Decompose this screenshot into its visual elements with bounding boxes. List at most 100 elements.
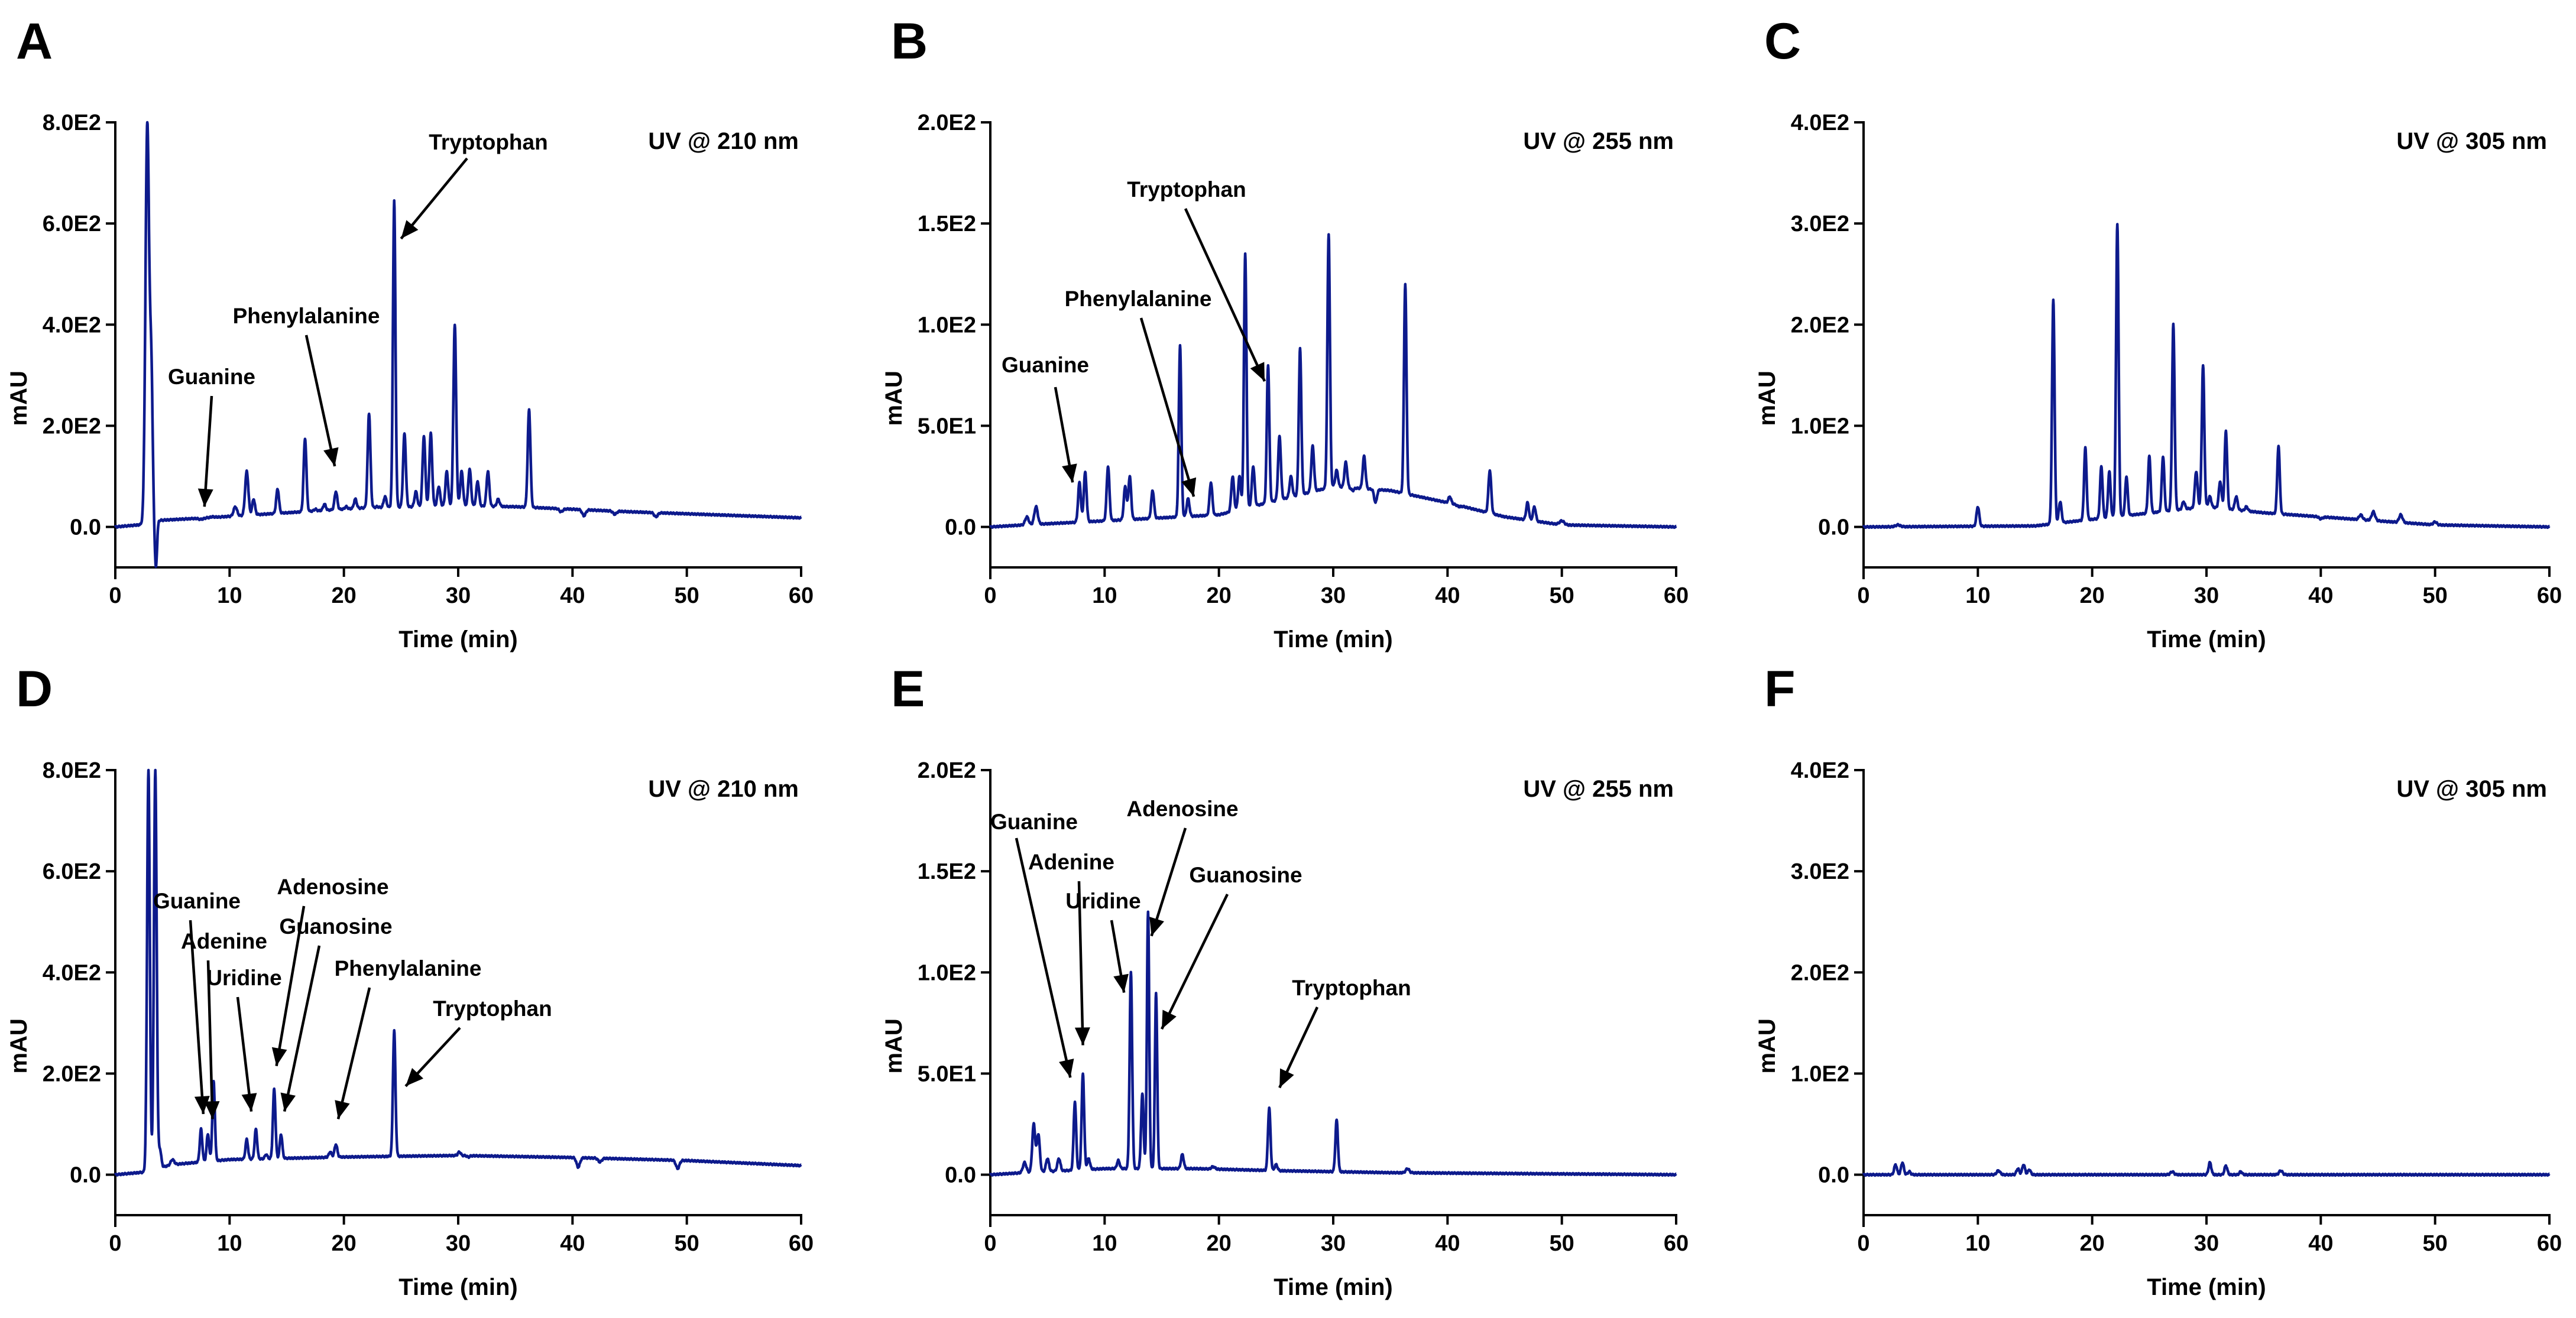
x-tick-label: 40 (560, 583, 585, 608)
detector-wavelength-label: UV @ 210 nm (648, 776, 799, 802)
x-tick-label: 0 (1857, 583, 1869, 608)
chromatogram-trace (989, 233, 1677, 530)
annotation-guanosine: Guanosine (1160, 863, 1302, 1030)
annotation-adenosine: Adenosine (271, 875, 389, 1066)
y-tick-label: 5.0E1 (918, 1061, 976, 1086)
panel-e: E 0.0 5.0E1 1.0E2 1.5E2 2.0E2 0 10 20 30 40 50 60 Tim… (881, 661, 1689, 1300)
chromatogram-trace (1862, 223, 2551, 530)
panel-f: F 0.0 1.0E2 2.0E2 3.0E2 4.0E2 0 10 20 30 40 50 60 Tim… (1754, 661, 2562, 1300)
x-tick-label: 60 (2537, 583, 2562, 608)
detector-wavelength-label: UV @ 305 nm (2396, 776, 2547, 802)
y-axis-title: mAU (1754, 371, 1780, 426)
x-axis-title: Time (min) (1274, 1274, 1393, 1300)
y-tick-label: 3.0E2 (1791, 212, 1849, 236)
annotation-label: Guanine (153, 889, 241, 913)
panel-letter: B (891, 13, 928, 70)
annotation-guanine: Guanine (990, 810, 1078, 1078)
x-tick-label: 30 (2194, 583, 2219, 608)
y-tick-label: 2.0E2 (43, 1061, 101, 1086)
annotation-label: Adenosine (1126, 797, 1238, 821)
annotation-uridine: Uridine (206, 966, 282, 1112)
detector-wavelength-label: UV @ 255 nm (1523, 128, 1674, 154)
y-tick-label: 0.0 (945, 515, 976, 540)
annotation-phenylalanine: Phenylalanine (335, 956, 481, 1119)
annotation-tryptophan: Tryptophan (404, 996, 552, 1087)
panel-a: A 0.0 2.0E2 4.0E2 6.0E2 8.0E2 0 10 20 30 40 50 60 Tim… (6, 13, 814, 652)
y-tick-label: 5.0E1 (918, 414, 976, 439)
y-axis-title: mAU (881, 1018, 907, 1073)
chromatogram-trace (1862, 1160, 2551, 1177)
y-tick-label: 1.5E2 (918, 212, 976, 236)
annotation-label: Adenosine (277, 875, 388, 899)
annotation-guanine: Guanine (168, 365, 255, 507)
x-tick-label: 50 (675, 583, 699, 608)
y-tick-label: 1.0E2 (918, 313, 976, 337)
annotation-adenosine: Adenosine (1126, 797, 1239, 937)
panel-c: C 0.0 1.0E2 2.0E2 3.0E2 4.0E2 0 10 20 30 40 50 60 Tim… (1754, 13, 2562, 652)
x-tick-label: 0 (984, 1231, 996, 1256)
panel-letter: A (16, 13, 53, 70)
y-tick-label: 2.0E2 (1791, 960, 1849, 985)
annotation-guanosine: Guanosine (279, 914, 393, 1112)
x-axis-title: Time (min) (1274, 626, 1393, 652)
x-tick-label: 10 (1965, 583, 1990, 608)
x-tick-label: 0 (109, 1231, 121, 1256)
annotation-label: Adenine (181, 929, 267, 953)
annotation-label: Uridine (206, 966, 281, 990)
x-tick-label: 30 (1321, 583, 1346, 608)
panel-d: D 0.0 2.0E2 4.0E2 6.0E2 8.0E2 0 10 20 30 40 50 60 Tim… (6, 661, 814, 1300)
x-tick-label: 60 (789, 583, 814, 608)
annotation-guanine: Guanine (1002, 353, 1089, 483)
annotation-label: Guanosine (279, 914, 392, 939)
x-tick-label: 0 (109, 583, 121, 608)
y-tick-label: 0.0 (70, 1163, 101, 1188)
annotation-phenylalanine: Phenylalanine (1065, 287, 1211, 497)
annotation-adenine: Adenine (1028, 850, 1114, 1046)
x-tick-label: 10 (1965, 1231, 1990, 1256)
x-tick-label: 20 (2080, 1231, 2105, 1256)
x-tick-label: 10 (1092, 1231, 1117, 1256)
annotation-label: Tryptophan (433, 996, 552, 1021)
annotation-guanine: Guanine (153, 889, 241, 1115)
x-tick-label: 30 (2194, 1231, 2219, 1256)
x-tick-label: 30 (446, 1231, 471, 1256)
x-tick-label: 20 (1207, 583, 1232, 608)
x-tick-label: 40 (2308, 583, 2333, 608)
x-tick-label: 40 (2308, 1231, 2333, 1256)
annotation-phenylalanine: Phenylalanine (233, 304, 380, 467)
y-tick-label: 1.5E2 (918, 859, 976, 884)
chromatogram-trace (114, 121, 802, 569)
annotation-tryptophan: Tryptophan (1127, 177, 1266, 382)
x-tick-label: 50 (2423, 583, 2448, 608)
x-tick-label: 60 (1664, 1231, 1689, 1256)
y-tick-label: 1.0E2 (1791, 414, 1849, 439)
y-tick-label: 2.0E2 (43, 414, 101, 439)
x-tick-label: 40 (1435, 1231, 1460, 1256)
y-tick-label: 4.0E2 (1791, 758, 1849, 783)
y-tick-label: 2.0E2 (918, 111, 976, 135)
y-tick-label: 4.0E2 (43, 960, 101, 985)
y-tick-label: 4.0E2 (1791, 111, 1849, 135)
annotation-label: Tryptophan (1127, 177, 1246, 202)
x-tick-label: 20 (332, 583, 357, 608)
x-axis-title: Time (min) (2147, 1274, 2266, 1300)
detector-wavelength-label: UV @ 305 nm (2396, 128, 2547, 154)
x-tick-label: 50 (1550, 1231, 1574, 1256)
y-tick-label: 2.0E2 (918, 758, 976, 783)
x-tick-label: 0 (984, 583, 996, 608)
annotation-uridine: Uridine (1065, 889, 1141, 993)
x-tick-label: 20 (1207, 1231, 1232, 1256)
panel-letter: D (16, 661, 53, 718)
x-tick-label: 20 (2080, 583, 2105, 608)
annotation-label: Tryptophan (429, 130, 547, 154)
annotation-adenine: Adenine (181, 929, 267, 1119)
panel-letter: C (1764, 13, 1801, 70)
x-tick-label: 20 (332, 1231, 357, 1256)
x-tick-label: 10 (217, 1231, 242, 1256)
chromatogram-trace (989, 910, 1677, 1177)
annotation-label: Uridine (1065, 889, 1140, 913)
y-axis-title: mAU (1754, 1018, 1780, 1073)
annotation-label: Guanine (168, 365, 255, 389)
annotation-label: Adenine (1028, 850, 1114, 874)
x-tick-label: 50 (1550, 583, 1574, 608)
